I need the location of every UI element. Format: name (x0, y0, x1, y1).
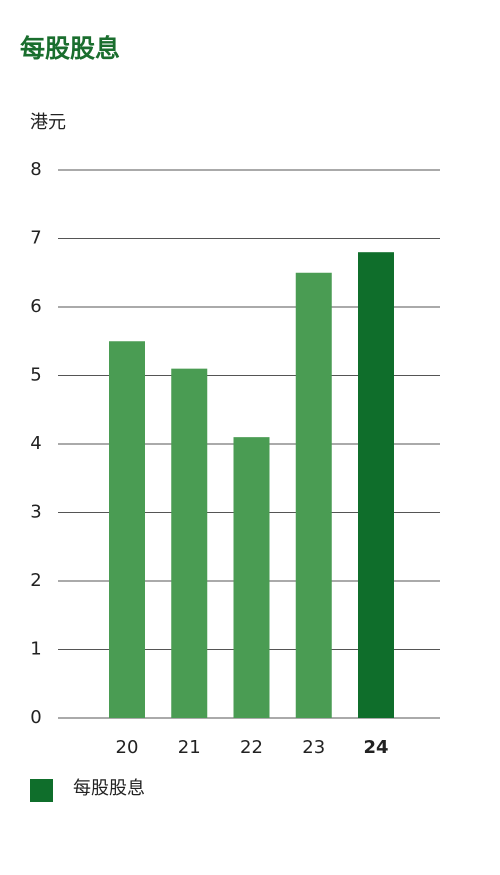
y-tick-label: 1 (30, 639, 41, 660)
bar (233, 437, 270, 718)
bar (295, 272, 332, 718)
bar (109, 341, 145, 718)
x-tick-label: 23 (302, 737, 325, 758)
legend-label: 每股股息 (73, 778, 145, 799)
y-tick-label: 7 (30, 228, 41, 249)
y-axis-label: 港元 (30, 112, 66, 133)
x-tick-label: 21 (178, 737, 201, 758)
legend-swatch (30, 779, 53, 802)
x-tick-label: 22 (240, 737, 263, 758)
bar (358, 252, 394, 718)
y-tick-label: 4 (30, 433, 41, 454)
y-tick-label: 3 (30, 502, 41, 523)
y-tick-label: 6 (30, 296, 41, 317)
x-tick-label: 20 (116, 737, 139, 758)
chart-title: 每股股息 (20, 34, 120, 63)
bar (171, 368, 208, 718)
y-tick-label: 8 (30, 159, 41, 180)
y-tick-label: 0 (30, 707, 41, 728)
x-tick-label: 24 (363, 737, 388, 758)
y-tick-label: 5 (30, 365, 41, 386)
y-tick-label: 2 (30, 570, 41, 591)
